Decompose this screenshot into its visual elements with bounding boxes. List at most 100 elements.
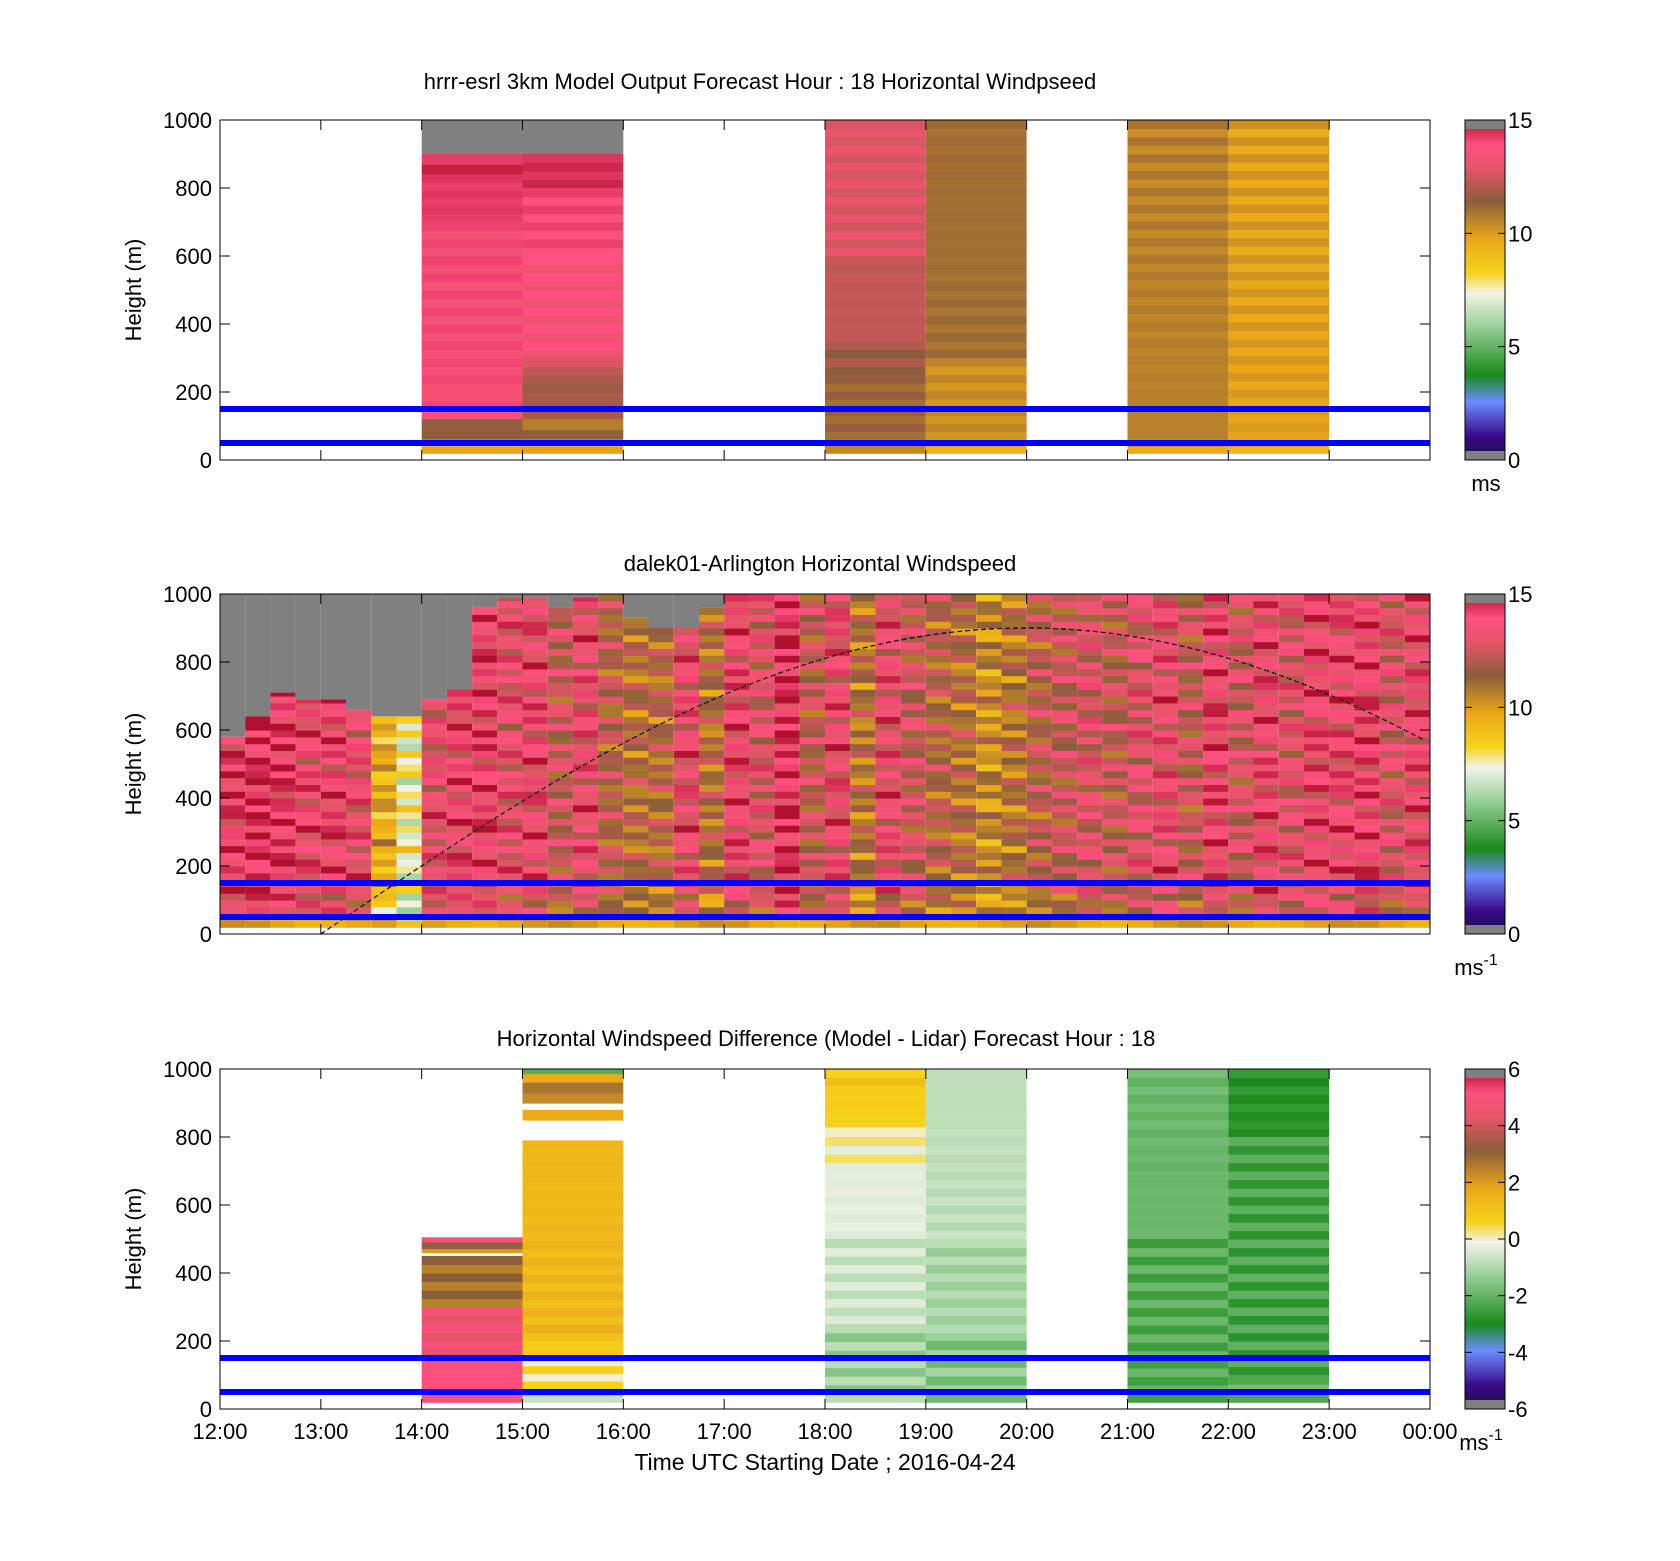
heatmap-cell — [1051, 628, 1078, 636]
heatmap-cell — [1304, 791, 1330, 799]
heatmap-cell — [925, 1213, 1027, 1223]
heatmap-cell — [1177, 614, 1204, 622]
heatmap-cell — [522, 1224, 624, 1233]
heatmap-cell — [270, 804, 296, 813]
heatmap-cell — [1152, 872, 1178, 881]
heatmap-cell — [875, 723, 901, 731]
heatmap-cell — [648, 852, 674, 860]
heatmap-cell — [1127, 668, 1153, 677]
missing-data-cell — [699, 594, 725, 608]
heatmap-cell — [673, 838, 699, 847]
heatmap-cell — [976, 804, 1002, 813]
heatmap-cell — [1304, 852, 1330, 860]
heatmap-cell — [951, 641, 977, 649]
heatmap-cell — [925, 736, 951, 745]
heatmap-cell — [1354, 696, 1380, 704]
heatmap-cell — [1354, 648, 1380, 656]
heatmap-cell — [951, 750, 977, 758]
heatmap-cell — [1177, 628, 1204, 636]
heatmap-cell — [699, 920, 725, 928]
heatmap-cell — [925, 341, 1027, 351]
heatmap-cell — [825, 188, 926, 198]
heatmap-cell — [1329, 709, 1355, 717]
heatmap-cell — [1404, 900, 1430, 908]
heatmap-cell — [1102, 600, 1128, 609]
heatmap-cell — [799, 900, 825, 908]
heatmap-cell — [925, 600, 951, 609]
heatmap-cell — [1177, 886, 1204, 894]
heatmap-cell — [799, 798, 825, 806]
heatmap-cell — [346, 872, 372, 881]
heatmap-cell — [774, 777, 800, 785]
heatmap-cell — [1203, 702, 1229, 711]
heatmap-cell — [774, 743, 800, 751]
heatmap-cell — [774, 804, 800, 813]
heatmap-cell — [724, 628, 750, 636]
heatmap-cell — [1102, 845, 1128, 853]
heatmap-cell — [976, 614, 1002, 622]
heatmap-cell — [623, 920, 649, 928]
heatmap-cell — [850, 784, 876, 792]
heatmap-cell — [1329, 607, 1355, 615]
heatmap-cell — [825, 1116, 926, 1128]
heatmap-cell — [1051, 702, 1078, 711]
heatmap-cell — [396, 900, 422, 908]
heatmap-cell — [245, 886, 271, 894]
heatmap-cell — [799, 906, 825, 915]
heatmap-cell — [472, 825, 498, 833]
heatmap-cell — [951, 791, 977, 799]
heatmap-cell — [925, 128, 1027, 138]
y-tick-label: 800 — [175, 650, 212, 675]
heatmap-cell — [699, 750, 725, 758]
heatmap-cell — [1127, 1376, 1229, 1386]
missing-data-cell — [623, 594, 649, 618]
heatmap-cell — [522, 264, 624, 274]
heatmap-cell — [673, 628, 699, 636]
heatmap-cell — [724, 641, 750, 649]
missing-data-cell — [245, 594, 271, 717]
heatmap-cell — [1077, 743, 1103, 751]
heatmap-cell — [1278, 791, 1304, 799]
heatmap-cell — [421, 1341, 523, 1351]
heatmap-cell — [346, 736, 372, 745]
heatmap-cell — [1152, 662, 1178, 670]
heatmap-cell — [245, 736, 271, 745]
heatmap-cell — [1077, 791, 1103, 799]
heatmap-cell — [396, 825, 422, 833]
heatmap-cell — [371, 893, 397, 901]
heatmap-cell — [522, 1249, 624, 1259]
heatmap-cell — [245, 784, 271, 792]
heatmap-cell — [1329, 777, 1355, 785]
heatmap-cell — [497, 597, 523, 602]
heatmap-cell — [976, 838, 1002, 847]
colorbar-tick-label: 5 — [1508, 809, 1520, 834]
heatmap-cell — [1228, 1324, 1330, 1334]
heatmap-cell — [1228, 1213, 1330, 1223]
heatmap-cell — [623, 634, 649, 643]
heatmap-cell — [1077, 682, 1103, 690]
heatmap-cell — [1379, 655, 1405, 663]
heatmap-cell — [951, 668, 977, 677]
heatmap-cell — [346, 770, 372, 779]
heatmap-cell — [925, 1264, 1027, 1274]
heatmap-cell — [1228, 709, 1254, 717]
heatmap-cell — [472, 750, 498, 758]
heatmap-cell — [346, 804, 372, 813]
heatmap-cell — [1051, 723, 1078, 731]
heatmap-cell — [774, 906, 800, 915]
heatmap-cell — [850, 900, 876, 908]
heatmap-cell — [1278, 628, 1304, 636]
heatmap-cell — [976, 791, 1002, 799]
heatmap-cell — [472, 866, 498, 874]
heatmap-cell — [1379, 675, 1405, 683]
heatmap-cell — [925, 298, 1027, 308]
heatmap-cell — [421, 723, 447, 731]
heatmap-cell — [900, 750, 926, 758]
heatmap-cell — [648, 628, 674, 636]
heatmap-cell — [1404, 730, 1430, 738]
heatmap-cell — [825, 716, 851, 724]
heatmap-cell — [1177, 859, 1204, 867]
heatmap-cell — [1228, 662, 1254, 670]
heatmap-cell — [598, 764, 624, 772]
heatmap-cell — [925, 1307, 1027, 1317]
